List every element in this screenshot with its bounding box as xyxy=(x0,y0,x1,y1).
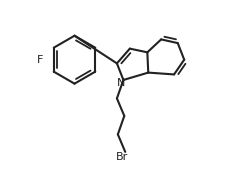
Text: Br: Br xyxy=(116,152,128,162)
Text: F: F xyxy=(37,55,43,65)
Text: N: N xyxy=(117,78,125,88)
